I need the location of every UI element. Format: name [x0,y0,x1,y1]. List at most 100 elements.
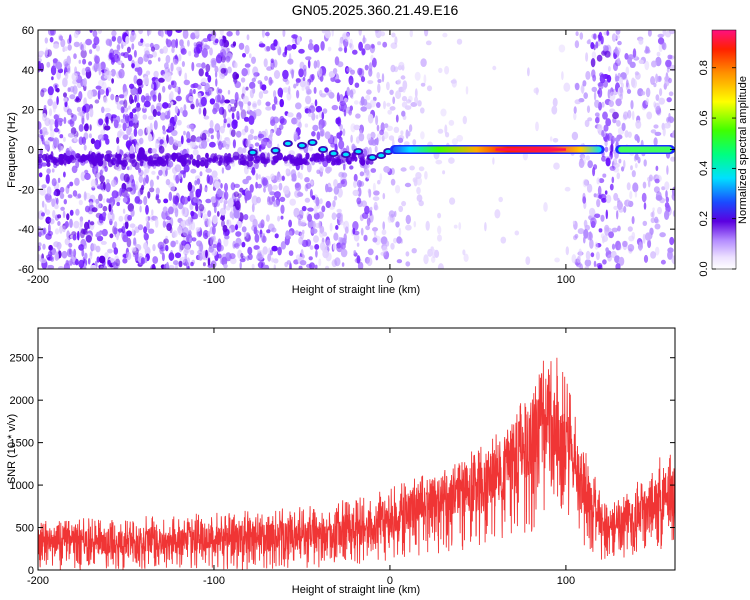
spectrogram-noise-dot [72,234,77,241]
spectrogram-noise-dot [229,99,236,104]
spectrogram-noise-dot [383,250,390,260]
spectrogram-noise-dot [54,251,59,261]
spectrogram-noise-dot [595,251,600,261]
spectrogram-noise-dot [367,80,374,85]
colorbar-tick-label: 0.0 [698,261,710,276]
spectrogram-noise-dot [340,242,346,250]
spectrogram-noise-dot [582,80,587,87]
spectrogram-noise-dot [168,265,175,269]
spectrogram-band-dot [260,152,266,160]
spectrogram-noise-dot [78,136,84,145]
spectrogram-band-dot [156,158,162,163]
spectrogram-noise-dot [160,30,164,38]
spectrogram-noise-dot [106,179,110,184]
spectrogram-noise-dot [252,87,256,94]
spectrogram-band-dot [255,155,261,162]
spectrogram-noise-dot [387,215,393,223]
spectrogram-noise-dot [130,208,135,217]
spectrogram-noise-dot [128,105,131,110]
spectrogram-noise-dot [370,131,376,139]
spectrogram-noise-dot [373,201,378,211]
spectrogram-noise-dot [643,202,647,210]
spectrogram-noise-dot [126,230,132,237]
spectrogram-noise-dot [75,160,80,169]
spectrogram-noise-dot [253,72,260,77]
spectrogram-noise-dot [100,265,104,269]
spectrogram-noise-dot [62,210,66,219]
spectrogram-noise-dot [168,136,174,146]
spectrogram-noise-dot [56,117,64,123]
spectrogram-noise-dot [294,182,302,191]
spectrogram-noise-dot [321,111,325,120]
spectrogram-noise-dot [88,201,94,211]
spectrogram-noise-dot [615,30,621,35]
spectrogram-noise-dot [189,88,193,97]
spectrogram-y-tick-label: 0 [28,145,34,157]
spectrogram-band-dot [48,154,53,160]
spectrogram-noise-dot [251,56,256,64]
spectrogram-noise-dot [104,107,111,113]
spectrogram-noise-dot [300,249,304,258]
spectrogram-noise-dot [187,266,190,269]
carrier-blob-core [249,150,256,155]
spectrogram-noise-dot [89,30,93,33]
spectrogram-noise-dot [278,124,284,130]
spectrogram-noise-dot [91,243,97,251]
spectrogram-noise-dot [206,174,210,184]
spectrogram-noise-dot [595,193,600,199]
spectrogram-noise-dot [319,166,324,172]
spectrogram-noise-dot [257,248,261,253]
spectrogram-noise-dot [356,242,360,247]
spectrogram-noise-dot [202,38,209,43]
spectrogram-noise-dot [205,71,209,77]
spectrogram-noise-dot [343,163,346,171]
spectrogram-noise-dot [593,91,597,101]
spectrogram-noise-dot [210,236,213,247]
spectrogram-noise-dot [144,95,152,102]
spectrogram-noise-dot [307,59,311,69]
spectrogram-noise-dot [368,189,372,198]
spectrogram-noise-dot [149,179,154,188]
spectrogram-noise-dot [155,139,159,149]
spectrogram-noise-dot [296,89,300,99]
spectrogram-noise-dot [207,230,211,237]
spectrogram-noise-dot [89,252,93,260]
spectrogram-band-dot [96,152,101,160]
spectrogram-noise-dot [616,47,621,54]
spectrogram-noise-dot [367,248,374,256]
spectrogram-band-dot [115,159,120,168]
spectrogram-noise-dot [223,237,229,247]
spectrogram-noise-dot [598,228,603,233]
spectrogram-noise-dot [269,191,276,196]
spectrogram-noise-dot [97,185,104,190]
spectrogram-noise-dot [659,88,663,97]
spectrogram-noise-dot [413,221,417,228]
spectrogram-noise-dot [368,68,373,77]
spectrogram-noise-dot [585,250,591,261]
spectrogram-noise-dot [291,43,297,50]
spectrogram-noise-dot [109,218,113,226]
spectrogram-noise-dot [333,186,339,195]
spectrogram-noise-dot [209,119,214,129]
spectrogram-noise-dot [156,175,160,180]
spectrogram-noise-dot [129,223,136,228]
spectrogram-noise-dot [551,105,558,115]
spectrogram-band-dot [196,154,201,161]
spectrogram-noise-dot [166,134,169,144]
spectrogram-noise-dot [631,110,635,121]
spectrogram-noise-dot [84,205,91,213]
spectrogram-noise-dot [103,74,110,79]
spectrogram-noise-dot [134,253,139,262]
spectrogram-noise-dot [631,170,636,178]
spectrogram-noise-dot [585,155,590,161]
spectrogram-noise-dot [107,248,113,254]
spectrogram-noise-dot [403,141,410,147]
spectrogram-noise-dot [625,66,630,76]
spectrogram-noise-dot [671,255,675,265]
spectrogram-noise-dot [245,138,251,148]
spectrogram-band-dot [219,157,223,163]
spectrogram-noise-dot [80,110,86,119]
spectrogram-noise-dot [45,174,50,184]
spectrogram-noise-dot [190,103,195,110]
spectrogram-noise-dot [650,251,657,259]
